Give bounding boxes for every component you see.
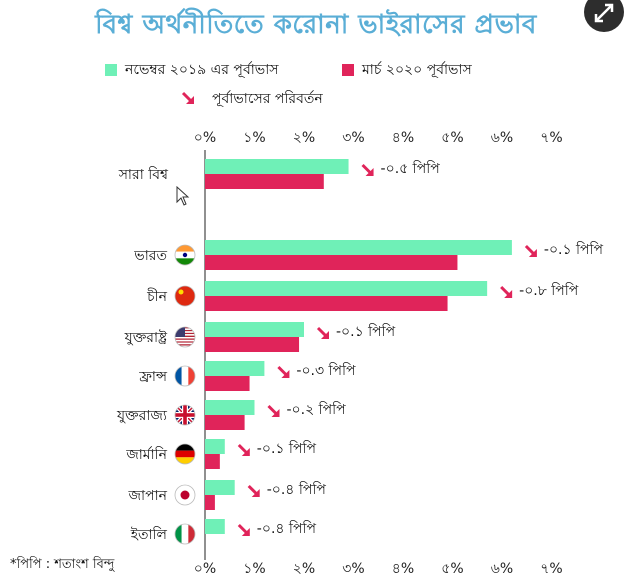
change-label: -০.২ পিপি (287, 401, 347, 418)
footnote: *পিপি : শতাংশ বিন্দু (10, 557, 115, 572)
legend-change: পূর্বাভাসের পরিবর্তন (180, 87, 323, 111)
legend-nov-swatch (105, 64, 117, 76)
change-label: -০.৪ পিপি (257, 520, 317, 537)
bar-nov-2019 (205, 240, 512, 255)
down-right-arrow-icon (500, 285, 513, 298)
bar-mar-2020 (205, 454, 220, 469)
category-label: ফ্রান্স (138, 369, 168, 385)
bar-nov-2019 (205, 322, 304, 337)
bar-mar-2020 (205, 337, 300, 352)
bar-mar-2020 (205, 296, 448, 311)
x-tick-label-top: ৪% (392, 130, 414, 146)
down-right-arrow-icon (247, 484, 260, 497)
x-tick-label-top: ২% (293, 130, 315, 146)
change-label: -০.১ পিপি (544, 241, 604, 258)
change-label: -০.৩ পিপি (296, 362, 356, 379)
legend-nov: নভেম্বর ২০১৯ এর পূর্বাভাস (105, 58, 279, 82)
bar-nov-2019 (205, 400, 255, 415)
legend-mar-label: মার্চ ২০২০ পূর্বাভাস (362, 62, 472, 78)
bar-mar-2020 (205, 255, 458, 270)
expand-icon (594, 3, 614, 23)
bar-mar-2020 (205, 495, 215, 510)
bar-nov-2019 (205, 361, 265, 376)
category-label: জার্মানি (125, 446, 167, 463)
bar-nov-2019 (205, 519, 225, 534)
x-tick-label-bottom: ৬% (491, 561, 513, 577)
x-tick-label-top: ০% (194, 130, 216, 146)
india-flag-icon (174, 244, 196, 266)
x-tick-label-bottom: ২% (293, 561, 315, 577)
down-right-arrow-icon (181, 91, 195, 105)
x-tick-label-top: ৫% (441, 130, 463, 146)
down-right-arrow-icon (316, 326, 329, 339)
change-label: -০.৫ পিপি (381, 160, 441, 177)
category-label: ইতালি (130, 526, 168, 543)
down-right-arrow-icon (361, 163, 374, 176)
china-flag-icon (174, 285, 196, 307)
mouse-cursor-icon (176, 185, 190, 210)
bar-nov-2019 (205, 281, 488, 296)
x-tick-label-top: ৩% (342, 130, 364, 146)
france-flag-icon (174, 365, 196, 387)
legend-mar-swatch (342, 64, 354, 76)
down-right-arrow-icon (267, 404, 280, 417)
category-label: যুক্তরাজ্য (116, 408, 168, 424)
change-label: -০.৮ পিপি (519, 282, 579, 299)
down-right-arrow-icon (277, 365, 290, 378)
bar-nov-2019 (205, 480, 235, 495)
category-label: সারা বিশ্ব (118, 166, 169, 183)
bar-mar-2020 (205, 174, 324, 189)
bar-mar-2020 (205, 376, 250, 391)
japan-flag-icon (174, 484, 196, 506)
x-tick-label-bottom: ১% (243, 561, 265, 577)
change-label: -০.৪ পিপি (267, 481, 327, 498)
uk-flag-icon (174, 404, 196, 426)
x-tick-label-top: ৬% (491, 130, 513, 146)
down-right-arrow-icon (237, 523, 250, 536)
x-tick-label-top: ১% (243, 130, 265, 146)
bar-mar-2020 (205, 415, 245, 430)
bar-nov-2019 (205, 159, 349, 174)
category-label: ভারত (133, 248, 167, 264)
category-label: যুক্তরাষ্ট্র (124, 329, 168, 346)
legend-nov-label: নভেম্বর ২০১৯ এর পূর্বাভাস (125, 62, 279, 78)
chart-title: বিশ্ব অর্থনীতিতে করোনা ভাইরাসের প্রভাব (95, 10, 537, 40)
x-tick-label-bottom: ৩% (342, 561, 364, 577)
x-tick-label-bottom: ৫% (441, 561, 463, 577)
category-label: চীন (146, 288, 168, 305)
legend-change-label: পূর্বাভাসের পরিবর্তন (212, 91, 323, 107)
expand-button[interactable] (584, 0, 624, 32)
x-tick-label-bottom: ০% (194, 561, 216, 577)
legend-mar: মার্চ ২০২০ পূর্বাভাস (342, 58, 472, 82)
germany-flag-icon (174, 443, 196, 465)
down-right-arrow-icon (524, 244, 537, 257)
x-tick-label-bottom: ৭% (540, 561, 562, 577)
bar-nov-2019 (205, 439, 225, 454)
change-label: -০.১ পিপি (336, 323, 396, 340)
usa-flag-icon (174, 326, 196, 348)
x-tick-label-top: ৭% (540, 130, 562, 146)
change-label: -০.১ পিপি (257, 440, 317, 457)
down-right-arrow-icon (237, 443, 250, 456)
x-tick-label-bottom: ৪% (392, 561, 414, 577)
italy-flag-icon (174, 523, 196, 545)
category-label: জাপান (127, 488, 167, 504)
